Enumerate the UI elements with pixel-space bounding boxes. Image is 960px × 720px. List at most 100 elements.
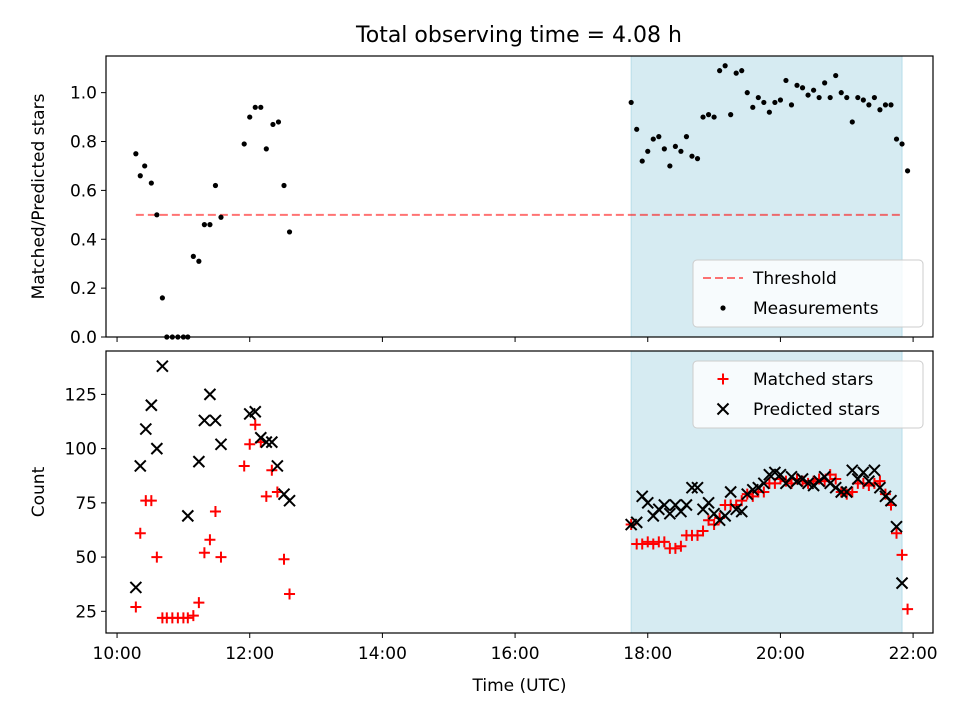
data-point-predicted <box>203 388 217 401</box>
data-point-measurement <box>133 151 139 157</box>
data-point-measurement <box>201 222 207 228</box>
data-point-matched <box>896 549 908 561</box>
data-point-measurement <box>286 229 293 235</box>
legend-label: Threshold <box>752 269 837 289</box>
data-point-measurement <box>212 182 219 189</box>
data-point-measurement <box>218 214 224 220</box>
data-point-predicted <box>265 435 279 449</box>
legend-box <box>692 259 924 328</box>
y-tick-label: 75 <box>75 494 97 514</box>
data-point-predicted <box>198 414 211 427</box>
data-point-measurement <box>137 173 143 179</box>
data-point-matched <box>642 536 654 548</box>
data-point-matched <box>134 527 146 539</box>
data-point-predicted <box>658 498 671 512</box>
y-tick-label: 0.4 <box>70 230 97 250</box>
data-point-measurement <box>252 104 258 110</box>
data-point-matched <box>697 525 709 537</box>
x-axis-label: Time (UTC) <box>472 676 567 696</box>
data-point-predicted <box>139 422 153 436</box>
data-point-measurement <box>772 99 778 106</box>
data-point-measurement <box>722 63 728 69</box>
data-point-matched <box>846 486 858 498</box>
data-point-predicted <box>214 438 228 451</box>
data-point-measurement <box>739 68 745 74</box>
data-point-matched <box>193 597 205 609</box>
data-point-measurement <box>678 148 684 154</box>
data-point-matched <box>244 438 256 450</box>
y-tick-label: 125 <box>65 385 97 405</box>
data-point-predicted <box>757 477 771 490</box>
legend-box <box>692 360 924 429</box>
data-point-matched <box>874 475 886 487</box>
data-point-predicted <box>145 399 158 412</box>
data-point-measurement <box>656 134 662 140</box>
data-point-matched <box>658 536 670 548</box>
data-point-measurement <box>258 104 264 110</box>
legend-label: Predicted stars <box>753 400 880 420</box>
data-point-matched <box>278 553 290 565</box>
legend: Matched stars Predicted stars <box>692 360 924 429</box>
data-point-matched <box>669 542 681 554</box>
legend-measurement-swatch <box>720 305 726 311</box>
data-point-measurement <box>844 94 850 101</box>
data-point-predicted <box>680 498 693 512</box>
data-point-measurement <box>755 94 761 101</box>
y-tick-label: 50 <box>75 548 97 568</box>
data-point-measurement <box>788 102 795 108</box>
data-point-measurement <box>899 141 905 147</box>
data-point-predicted <box>181 509 195 523</box>
data-point-matched <box>703 514 715 526</box>
top-panel: 0.0 0.2 0.4 0.6 0.8 1.0 Matched/Predicted star… <box>29 55 934 348</box>
data-point-measurement <box>805 92 811 98</box>
data-point-matched <box>675 540 687 552</box>
y-tick-label: 25 <box>75 602 97 622</box>
y-axis-label: Count <box>29 466 49 517</box>
data-point-matched <box>209 506 221 518</box>
data-point-measurement <box>816 94 822 101</box>
data-point-measurement <box>717 68 723 74</box>
data-point-measurement <box>270 121 276 128</box>
legend: Threshold Measurements <box>692 259 924 328</box>
legend-matched-swatch <box>717 373 729 385</box>
data-point-measurement <box>639 158 645 164</box>
x-tick-label: 10:00 <box>93 644 142 664</box>
data-point-measurement <box>247 114 253 120</box>
data-point-measurement <box>744 90 750 96</box>
data-point-measurement <box>766 109 772 115</box>
data-point-matched <box>238 460 250 472</box>
y-tick-label: 1.0 <box>70 84 97 104</box>
data-point-measurement <box>711 114 717 120</box>
data-point-matched <box>249 419 261 431</box>
y-tick-label: 100 <box>65 440 97 460</box>
series-measurements <box>133 63 911 340</box>
y-axis-label: Matched/Predicted stars <box>29 93 49 299</box>
data-point-matched <box>182 612 194 624</box>
legend-label: Matched stars <box>753 370 873 390</box>
data-point-predicted <box>129 581 143 594</box>
data-point-measurement <box>694 156 701 162</box>
bottom-panel: 25 50 75 100 125 10:00 12:00 14:00 16:00 18:00 20:… <box>29 350 938 696</box>
data-point-measurement <box>777 97 784 103</box>
data-point-matched <box>145 495 157 507</box>
data-point-measurement <box>783 77 789 84</box>
data-point-matched <box>879 488 891 500</box>
axes-frame <box>105 350 934 634</box>
data-point-predicted <box>249 405 262 418</box>
data-point-measurement <box>645 148 651 154</box>
data-point-measurement <box>877 107 883 113</box>
data-point-measurement <box>281 182 287 189</box>
data-point-matched <box>204 534 216 546</box>
data-point-matched <box>151 551 163 563</box>
data-point-predicted <box>868 464 881 477</box>
data-point-predicted <box>283 494 296 507</box>
x-tick-label: 12:00 <box>225 644 274 664</box>
x-tick-label: 14:00 <box>358 644 407 664</box>
series-predicted-stars <box>129 359 909 594</box>
data-point-matched <box>284 588 296 600</box>
data-point-matched <box>636 538 648 550</box>
data-point-measurement <box>672 143 678 150</box>
data-point-predicted <box>890 520 903 533</box>
data-point-matched <box>902 603 914 615</box>
